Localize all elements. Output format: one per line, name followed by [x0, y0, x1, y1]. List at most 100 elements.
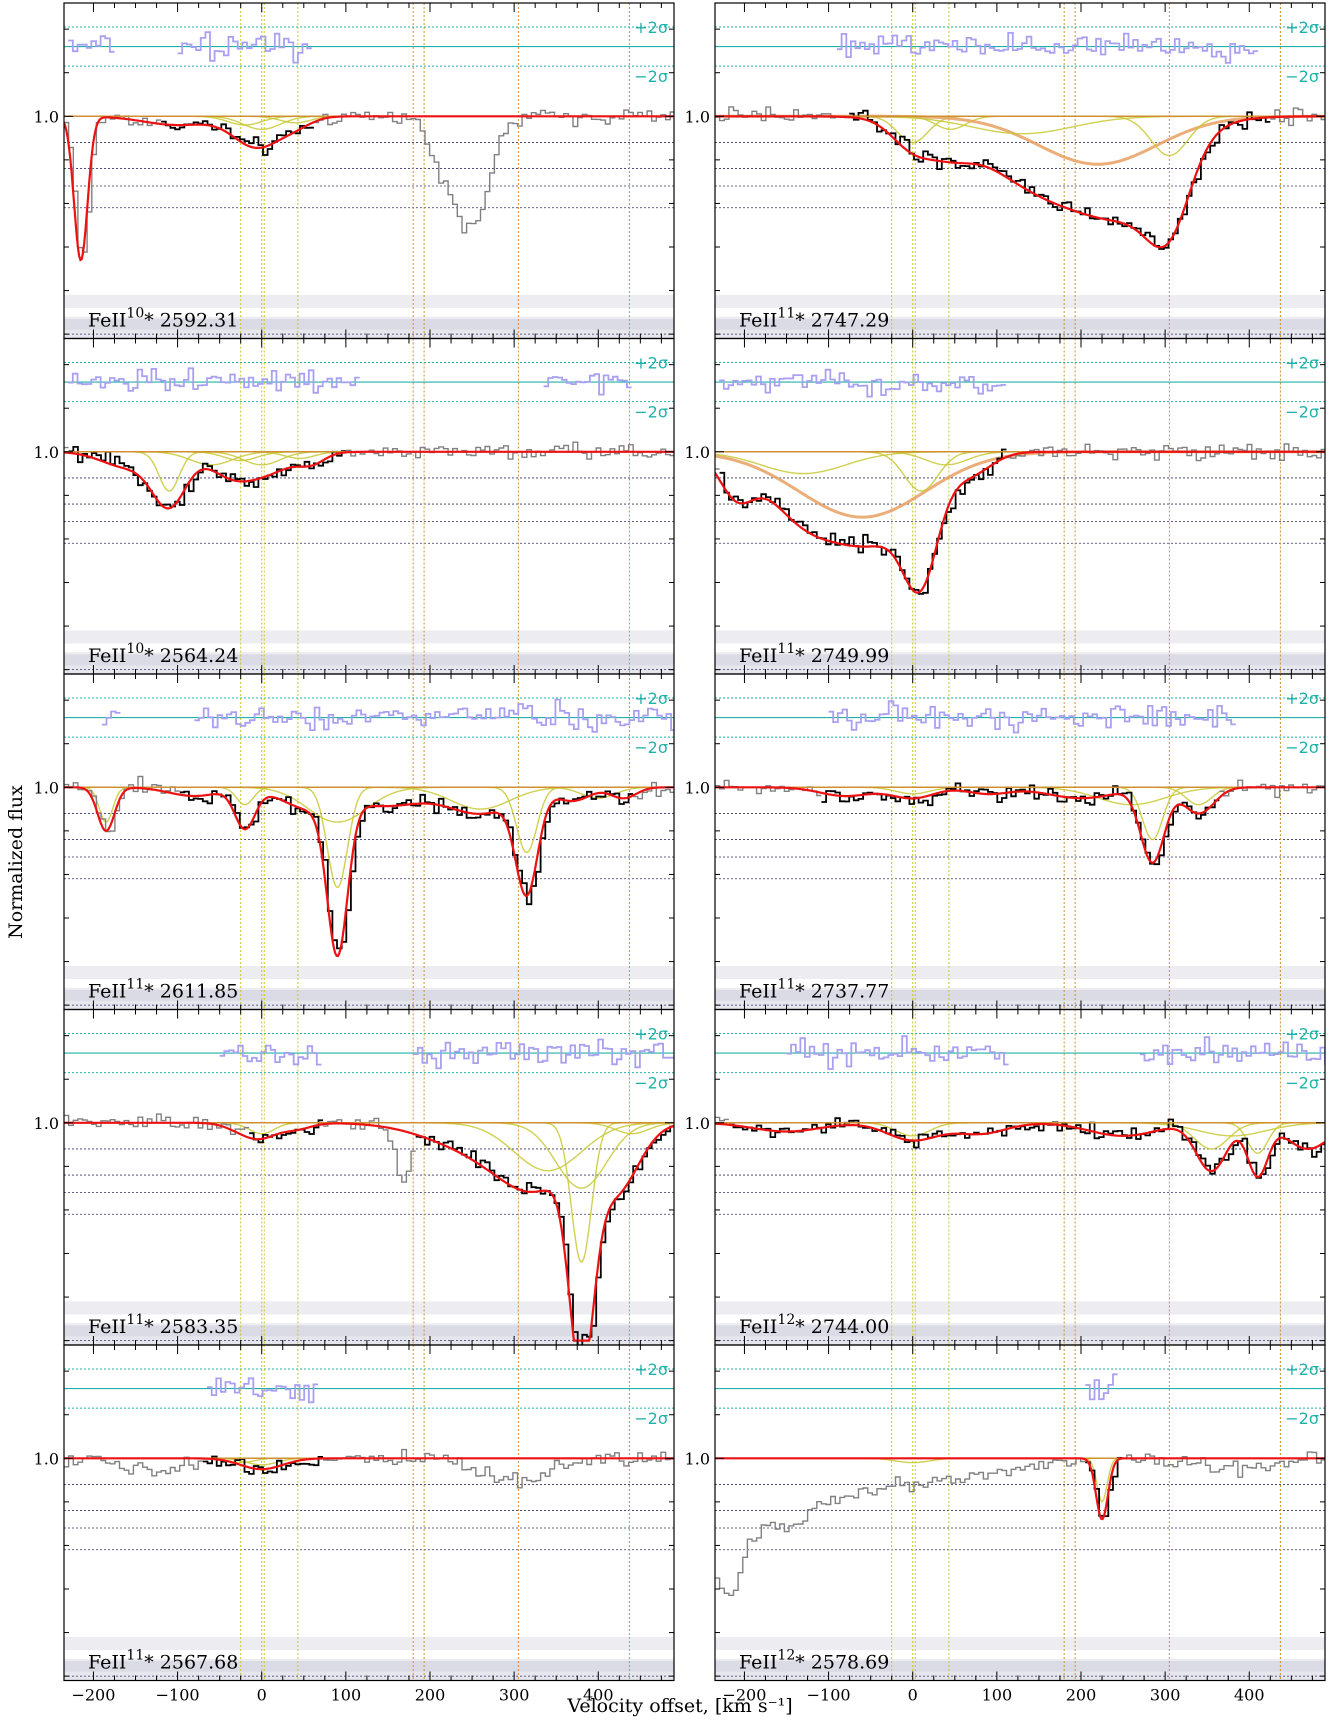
flux-fitted	[161, 121, 314, 155]
sigma-plus-label: +2σ	[634, 18, 668, 37]
sigma-minus-label: −2σ	[1285, 1409, 1319, 1428]
line-species: FeII	[88, 310, 126, 332]
y-tick-label: 1.0	[685, 1114, 710, 1133]
sigma-minus-label: −2σ	[634, 1409, 668, 1428]
panel-frame	[715, 3, 1325, 339]
line-level: 11	[777, 977, 795, 993]
sigma-minus-label: −2σ	[1285, 738, 1319, 757]
y-tick-label: 1.0	[34, 778, 59, 797]
x-tick-label: 0	[257, 1686, 267, 1705]
saturation-band	[715, 295, 1325, 308]
saturation-band	[715, 1301, 1325, 1314]
line-label: FeII12* 2578.69	[739, 1648, 889, 1674]
line-species: FeII	[88, 1316, 126, 1338]
x-tick-label: −200	[722, 1686, 766, 1705]
residuals	[719, 370, 1006, 397]
residuals	[413, 1040, 677, 1069]
panel-feii12-2578: 1.0 +2σ −2σ FeII12* 2578.69 −200 −100 0 100 200 3…	[685, 1345, 1331, 1705]
line-label: FeII11* 2747.29	[739, 306, 889, 332]
line-label: FeII12* 2744.00	[739, 1312, 889, 1338]
residuals	[194, 700, 675, 732]
x-tick-label: 200	[415, 1686, 446, 1705]
component-profile	[64, 1123, 673, 1188]
component-profile	[64, 1123, 673, 1171]
line-wavelength: * 2567.68	[144, 1652, 238, 1674]
line-level: 10	[126, 641, 144, 657]
model-fit	[64, 116, 674, 260]
y-tick-label: 1.0	[34, 107, 59, 126]
line-species: FeII	[739, 310, 777, 332]
line-label: FeII11* 2737.77	[739, 977, 889, 1003]
panel-feii11-2611: 1.0+2σ−2σFeII11* 2611.85	[34, 674, 680, 1010]
panel-frame	[64, 674, 674, 1010]
panel-frame	[64, 339, 674, 675]
line-level: 11	[777, 306, 795, 322]
component-profile	[715, 452, 1324, 517]
panel-feii10-2592: 1.0+2σ−2σFeII10* 2592.31	[34, 3, 680, 339]
panel-plot-area	[64, 1345, 680, 1681]
panel-plot-area	[64, 339, 680, 675]
component-profile	[64, 787, 673, 822]
x-tick-label: 400	[583, 1686, 614, 1705]
residuals	[544, 374, 632, 394]
panel-plot-area	[715, 1345, 1331, 1681]
sigma-plus-label: +2σ	[1285, 689, 1319, 708]
residuals	[68, 36, 114, 52]
line-level: 11	[126, 1312, 144, 1328]
line-level: 12	[777, 1312, 795, 1328]
component-profile	[715, 452, 1324, 491]
sigma-minus-label: −2σ	[1285, 403, 1319, 422]
flux-fitted	[729, 1118, 1326, 1178]
line-label: FeII11* 2583.35	[88, 1312, 238, 1338]
sigma-minus-label: −2σ	[1285, 67, 1319, 86]
panel-frame	[64, 1345, 674, 1681]
y-tick-label: 1.0	[685, 107, 710, 126]
y-tick-label: 1.0	[34, 443, 59, 462]
flux-unfitted	[64, 777, 680, 832]
panel-feii11-2567: 1.0 +2σ −2σ FeII11* 2567.68 −200 −100 0 100 200 3…	[34, 1345, 680, 1705]
line-wavelength: * 2592.31	[144, 310, 238, 332]
panel-frame	[715, 1345, 1325, 1681]
saturation-band	[64, 295, 674, 308]
flux-unfitted	[64, 1450, 680, 1488]
saturation-band	[715, 630, 1325, 643]
line-level: 11	[126, 1648, 144, 1664]
line-label: FeII11* 2567.68	[88, 1648, 238, 1674]
flux-unfitted	[64, 442, 680, 459]
flux-unfitted	[715, 1452, 1331, 1595]
y-tick-label: 1.0	[685, 443, 710, 462]
saturation-band	[64, 630, 674, 643]
residuals	[829, 701, 1236, 732]
panel-feii10-2564: 1.0 +2σ −2σ FeII10* 2564.24	[34, 339, 680, 675]
panel-frame	[715, 1010, 1325, 1346]
x-tick-label: 300	[499, 1686, 530, 1705]
line-wavelength: * 2747.29	[795, 310, 889, 332]
panel-feii11-2747: 1.0 +2σ −2σ FeII11* 2747.29	[685, 3, 1331, 339]
x-tick-label: 200	[1066, 1686, 1097, 1705]
sigma-plus-label: +2σ	[1285, 353, 1319, 372]
flux-fitted	[180, 791, 634, 948]
flux-unfitted	[715, 444, 1331, 469]
line-species: FeII	[88, 1652, 126, 1674]
y-tick-label: 1.0	[34, 1449, 59, 1468]
line-level: 11	[777, 641, 795, 657]
line-level: 11	[126, 977, 144, 993]
line-wavelength: * 2611.85	[144, 981, 238, 1003]
residuals	[68, 368, 360, 393]
sigma-plus-label: +2σ	[634, 1024, 668, 1043]
line-wavelength: * 2578.69	[795, 1652, 889, 1674]
sigma-plus-label: +2σ	[634, 1360, 668, 1379]
sigma-plus-label: +2σ	[634, 353, 668, 372]
residuals	[207, 1378, 318, 1402]
component-profile	[64, 787, 673, 822]
line-species: FeII	[739, 981, 777, 1003]
residuals	[220, 1046, 322, 1065]
line-species: FeII	[739, 1316, 777, 1338]
sigma-plus-label: +2σ	[634, 689, 668, 708]
panel-plot-area	[64, 1010, 680, 1351]
line-wavelength: * 2564.24	[144, 645, 238, 667]
panel-plot-area	[715, 674, 1331, 1010]
line-label: FeII11* 2611.85	[88, 977, 238, 1003]
panel-feii12-2744: 1.0 +2σ −2σ FeII12* 2744.00	[685, 1010, 1331, 1346]
